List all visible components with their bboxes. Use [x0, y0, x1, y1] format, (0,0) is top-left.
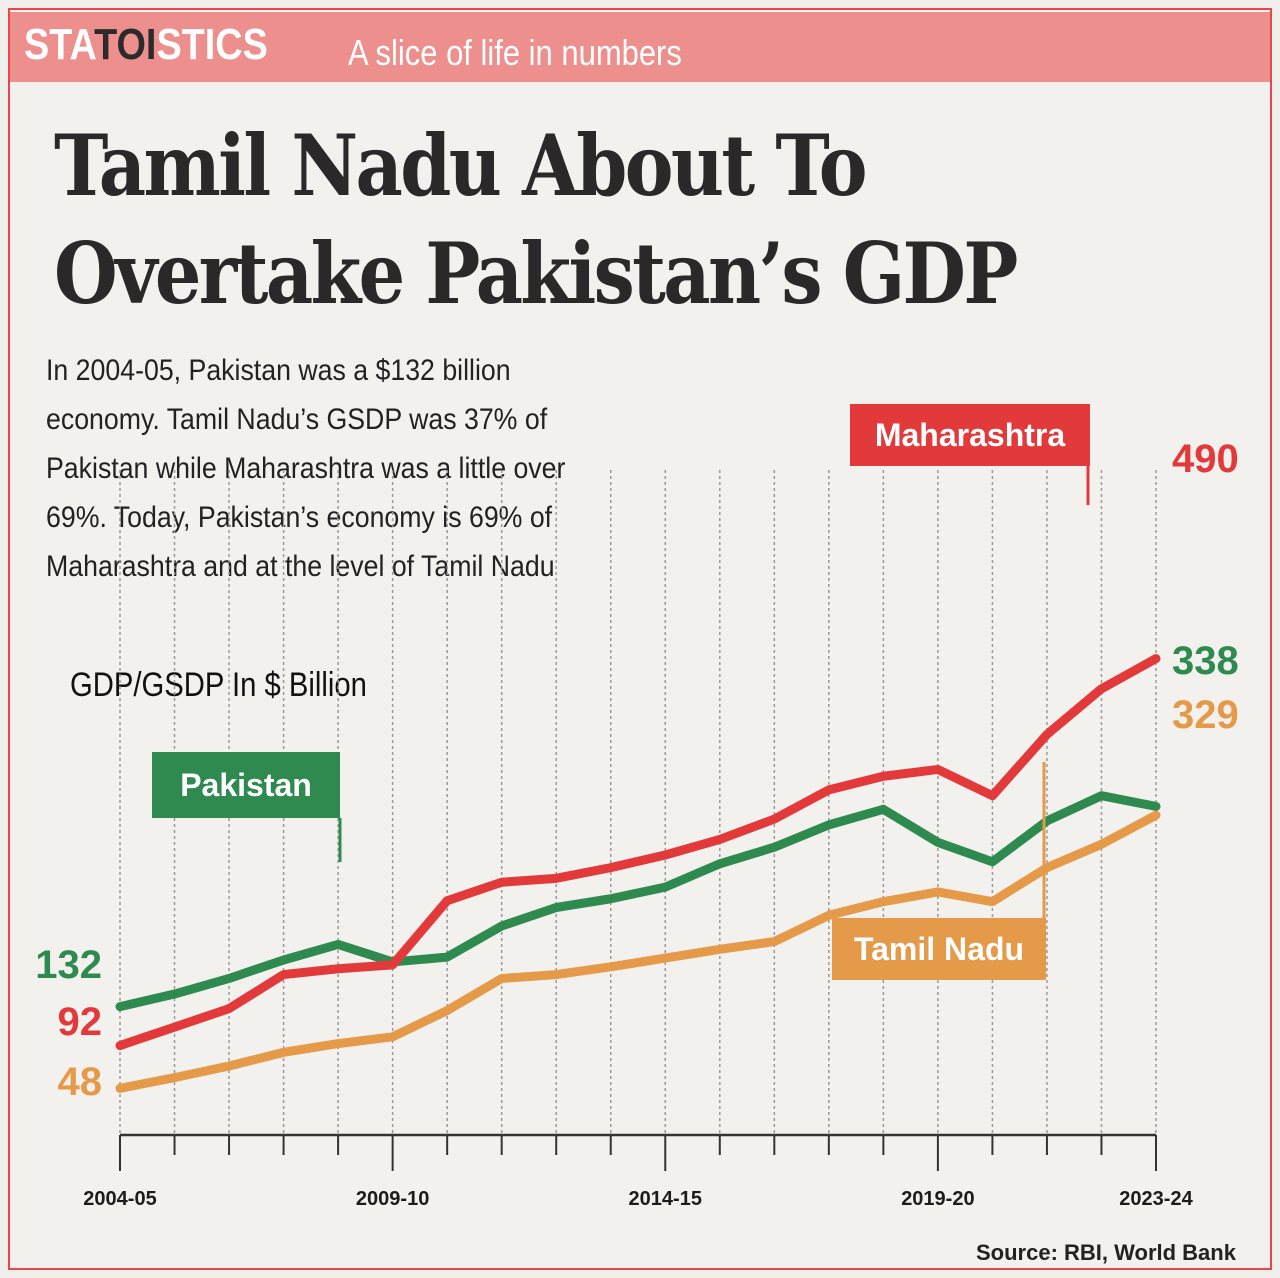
data-point-pakistan [554, 906, 558, 910]
data-point-tamil-nadu [173, 1076, 177, 1080]
data-point-tamil-nadu [282, 1050, 286, 1054]
data-point-maharashtra [336, 967, 340, 971]
start-label-pakistan: 132 [35, 943, 102, 987]
data-point-pakistan [936, 840, 940, 844]
brand-logo: STATOISTICS [24, 20, 268, 69]
data-point-pakistan [227, 976, 231, 980]
tagline: A slice of life in numbers [348, 32, 682, 73]
end-label-pakistan: 338 [1172, 639, 1239, 683]
page-title: Tamil Nadu About To Overtake Pakistan’s … [54, 112, 1018, 328]
data-point-tamil-nadu [336, 1042, 340, 1046]
intro-line: economy. Tamil Nadu’s GSDP was 37% of [46, 403, 548, 436]
data-point-pakistan [1099, 794, 1103, 798]
series-line-pakistan [115, 791, 1161, 1012]
data-point-tamil-nadu [1045, 866, 1049, 870]
data-point-pakistan [827, 823, 831, 827]
data-point-maharashtra [663, 853, 667, 857]
start-label-maharashtra: 92 [58, 1000, 103, 1044]
end-label-maharashtra: 490 [1172, 437, 1239, 481]
data-point-maharashtra [554, 876, 558, 880]
data-point-pakistan [445, 955, 449, 959]
x-tick-label: 2019-20 [901, 1188, 974, 1210]
end-label-tamil-nadu: 329 [1172, 693, 1239, 737]
x-tick-label: 2004-05 [83, 1188, 156, 1210]
data-point-maharashtra [718, 837, 722, 841]
card-frame [8, 8, 1272, 1270]
data-point-pakistan [282, 958, 286, 962]
data-point-tamil-nadu [1154, 813, 1158, 817]
data-point-tamil-nadu [554, 973, 558, 977]
intro-line: In 2004-05, Pakistan was a $132 billion [46, 354, 511, 387]
legend-box-pakistan [152, 752, 340, 818]
data-point-tamil-nadu [827, 913, 831, 917]
legend-box-tamil-nadu [832, 918, 1046, 980]
data-point-pakistan [609, 897, 613, 901]
data-point-tamil-nadu [1099, 842, 1103, 846]
legend-box-maharashtra [850, 404, 1090, 466]
data-point-pakistan [1154, 804, 1158, 808]
data-point-tamil-nadu [990, 900, 994, 904]
x-tick-label: 2009-10 [356, 1188, 429, 1210]
data-point-pakistan [1045, 819, 1049, 823]
data-point-maharashtra [1045, 732, 1049, 736]
intro-line: 69%. Today, Pakistan’s economy is 69% of [46, 501, 553, 534]
data-point-maharashtra [609, 866, 613, 870]
data-point-pakistan [718, 862, 722, 866]
legend-label-tamil-nadu: Tamil Nadu [854, 931, 1024, 967]
data-point-maharashtra [282, 973, 286, 977]
headline-line-1: Tamil Nadu About To [54, 116, 868, 215]
data-point-tamil-nadu [227, 1064, 231, 1068]
source-note: Source: RBI, World Bank [976, 1240, 1236, 1265]
data-point-maharashtra [827, 788, 831, 792]
legend-label-pakistan: Pakistan [180, 767, 312, 803]
intro-line: Pakistan while Maharashtra was a little … [46, 452, 566, 485]
intro-text: In 2004-05, Pakistan was a $132 billion … [46, 346, 776, 591]
data-point-pakistan [173, 992, 177, 996]
data-point-maharashtra [1099, 687, 1103, 691]
data-point-tamil-nadu [118, 1086, 122, 1090]
data-point-pakistan [336, 942, 340, 946]
data-point-tamil-nadu [881, 900, 885, 904]
data-point-tamil-nadu [718, 947, 722, 951]
data-point-pakistan [990, 860, 994, 864]
data-point-maharashtra [990, 794, 994, 798]
series-line-tamil-nadu [115, 810, 1161, 1093]
headline-line-2: Overtake Pakistan’s GDP [54, 224, 1018, 323]
data-point-tamil-nadu [609, 965, 613, 969]
header-banner [10, 12, 1270, 82]
data-point-pakistan [500, 924, 504, 928]
data-point-maharashtra [881, 774, 885, 778]
data-point-pakistan [663, 885, 667, 889]
data-point-maharashtra [173, 1025, 177, 1029]
data-point-tamil-nadu [500, 976, 504, 980]
intro-line: Maharashtra and at the level of Tamil Na… [46, 550, 555, 583]
start-label-tamil-nadu: 48 [58, 1060, 103, 1104]
data-point-maharashtra [1154, 657, 1158, 661]
x-tick-label: 2023-24 [1119, 1188, 1193, 1210]
data-point-tamil-nadu [391, 1035, 395, 1039]
data-point-pakistan [118, 1005, 122, 1009]
legend-label-maharashtra: Maharashtra [875, 417, 1066, 453]
data-point-maharashtra [500, 880, 504, 884]
data-point-maharashtra [936, 767, 940, 771]
data-point-tamil-nadu [445, 1009, 449, 1013]
data-point-maharashtra [391, 963, 395, 967]
data-point-maharashtra [772, 817, 776, 821]
y-axis-label: GDP/GSDP In $ Billion [70, 666, 367, 704]
data-point-tamil-nadu [772, 940, 776, 944]
data-point-maharashtra [445, 899, 449, 903]
data-point-maharashtra [118, 1044, 122, 1048]
data-point-maharashtra [227, 1007, 231, 1011]
data-point-pakistan [881, 807, 885, 811]
x-tick-label: 2014-15 [629, 1188, 702, 1210]
data-point-pakistan [772, 845, 776, 849]
series-line-maharashtra [115, 654, 1161, 1051]
data-point-tamil-nadu [663, 956, 667, 960]
brand-toi: TOI [94, 20, 157, 69]
data-point-tamil-nadu [936, 890, 940, 894]
